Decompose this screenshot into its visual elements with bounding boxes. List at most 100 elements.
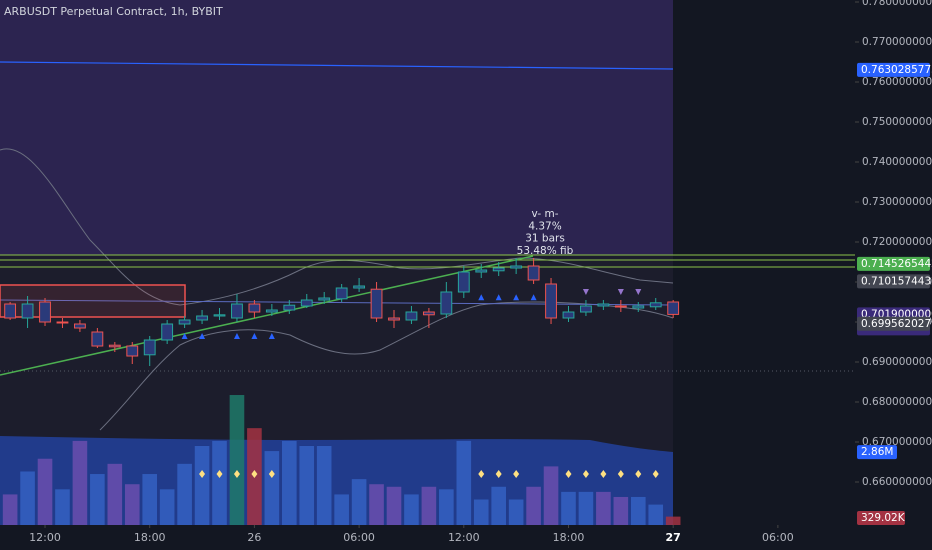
candle-body [388,317,400,321]
candle-body [231,303,243,319]
candle-body [527,265,540,281]
volume-label: 329.02K [861,512,906,524]
candle-body [457,271,470,293]
candle-body [597,303,610,307]
sell-marker [617,289,624,295]
y-tick-label: 0.6600000000 [862,476,932,488]
volume-bar [456,440,472,525]
level-line [0,299,674,306]
y-tick-label: 0.7800000000 [862,0,932,8]
diamond [495,470,502,478]
candle-body [580,305,592,313]
candle-body [178,319,191,325]
volume-bar [491,486,506,525]
diamond [216,470,223,478]
price-label: 0.7101574432 [861,275,932,287]
candle-body [545,283,557,319]
volume-bar [561,491,576,525]
volume-bar [578,491,594,525]
y-tick-label: 0.7300000000 [862,196,932,208]
volume-label-box [857,511,905,525]
candle-body [91,331,104,347]
diamond [233,470,240,478]
annotation-line: 31 bars [525,233,565,245]
volume-bar [543,466,559,525]
x-tick-label: 27 [666,531,681,544]
price-label: 0.7145265442 [861,258,932,270]
diamond [268,470,275,478]
diamond [565,470,572,478]
candle-body [370,288,383,319]
y-tick-label: 0.7600000000 [862,76,932,88]
price-label: 0.7630285773 [861,64,932,76]
y-tick-label: 0.6900000000 [862,356,932,368]
annotation-line: 53.48% fib [517,245,574,257]
volume-bar [282,440,297,525]
buy-marker [181,333,188,339]
sell-marker [635,289,642,295]
volume-bar [212,440,227,525]
buy-marker [199,333,206,339]
volume-bar [229,395,245,525]
x-tick-label: 18:00 [134,531,166,544]
volume-bar [142,474,158,525]
candle-body [440,291,453,315]
x-tick-label: 06:00 [343,531,375,544]
diamond [600,470,607,478]
volume-bar [194,445,210,525]
diamond [582,470,589,478]
buy-marker [233,333,240,339]
diamond [513,470,520,478]
candle-body [143,339,156,356]
y-tick-label: 0.6800000000 [862,396,932,408]
candle-body [4,303,17,319]
price-label-box [857,316,930,331]
volume-bar [55,489,70,525]
candle-body [405,311,418,321]
candle-body [667,301,680,315]
volume-ma-box [857,445,897,460]
volume-bar [473,499,489,525]
volume-bar [613,496,629,525]
candle-body [283,304,296,311]
annotation-line: v- m- [531,208,558,220]
volume-bar [159,489,175,525]
price-label-box [857,274,930,289]
volume-ma-label: 2.86M [861,446,893,458]
volume-bar [508,499,524,525]
y-tick-label: 0.7500000000 [862,116,932,128]
candle-body [265,309,278,313]
candle-body [510,265,523,269]
candle-body [649,302,662,308]
candle-body [475,269,488,273]
volume-bar [20,471,35,525]
candle-body [335,287,348,300]
price-label-box [857,256,930,271]
buy-marker [251,333,258,339]
zone [0,0,673,255]
y-tick-label: 0.7200000000 [862,236,932,248]
y-tick-label: 0.7700000000 [862,36,932,48]
candle-body [318,297,331,301]
diamond [617,470,624,478]
volume-bar [124,484,140,525]
volume-bar [630,496,646,525]
band-upper [0,148,674,306]
sell-marker [582,289,589,295]
buy-marker [495,294,502,301]
y-tick-label: 0.7400000000 [862,156,932,168]
candle-body [126,345,139,357]
buy-marker [478,294,485,301]
diamond [251,470,258,478]
price-label: 0.6995620279 [861,318,932,330]
volume-bar [316,445,332,525]
blue-line [0,61,674,70]
annotation-line: 4.37% [528,220,561,232]
candle-body [248,303,261,313]
volume-bar [369,484,384,525]
candle-body [56,321,69,324]
volume-bar [439,489,454,525]
candle-body [74,323,86,329]
